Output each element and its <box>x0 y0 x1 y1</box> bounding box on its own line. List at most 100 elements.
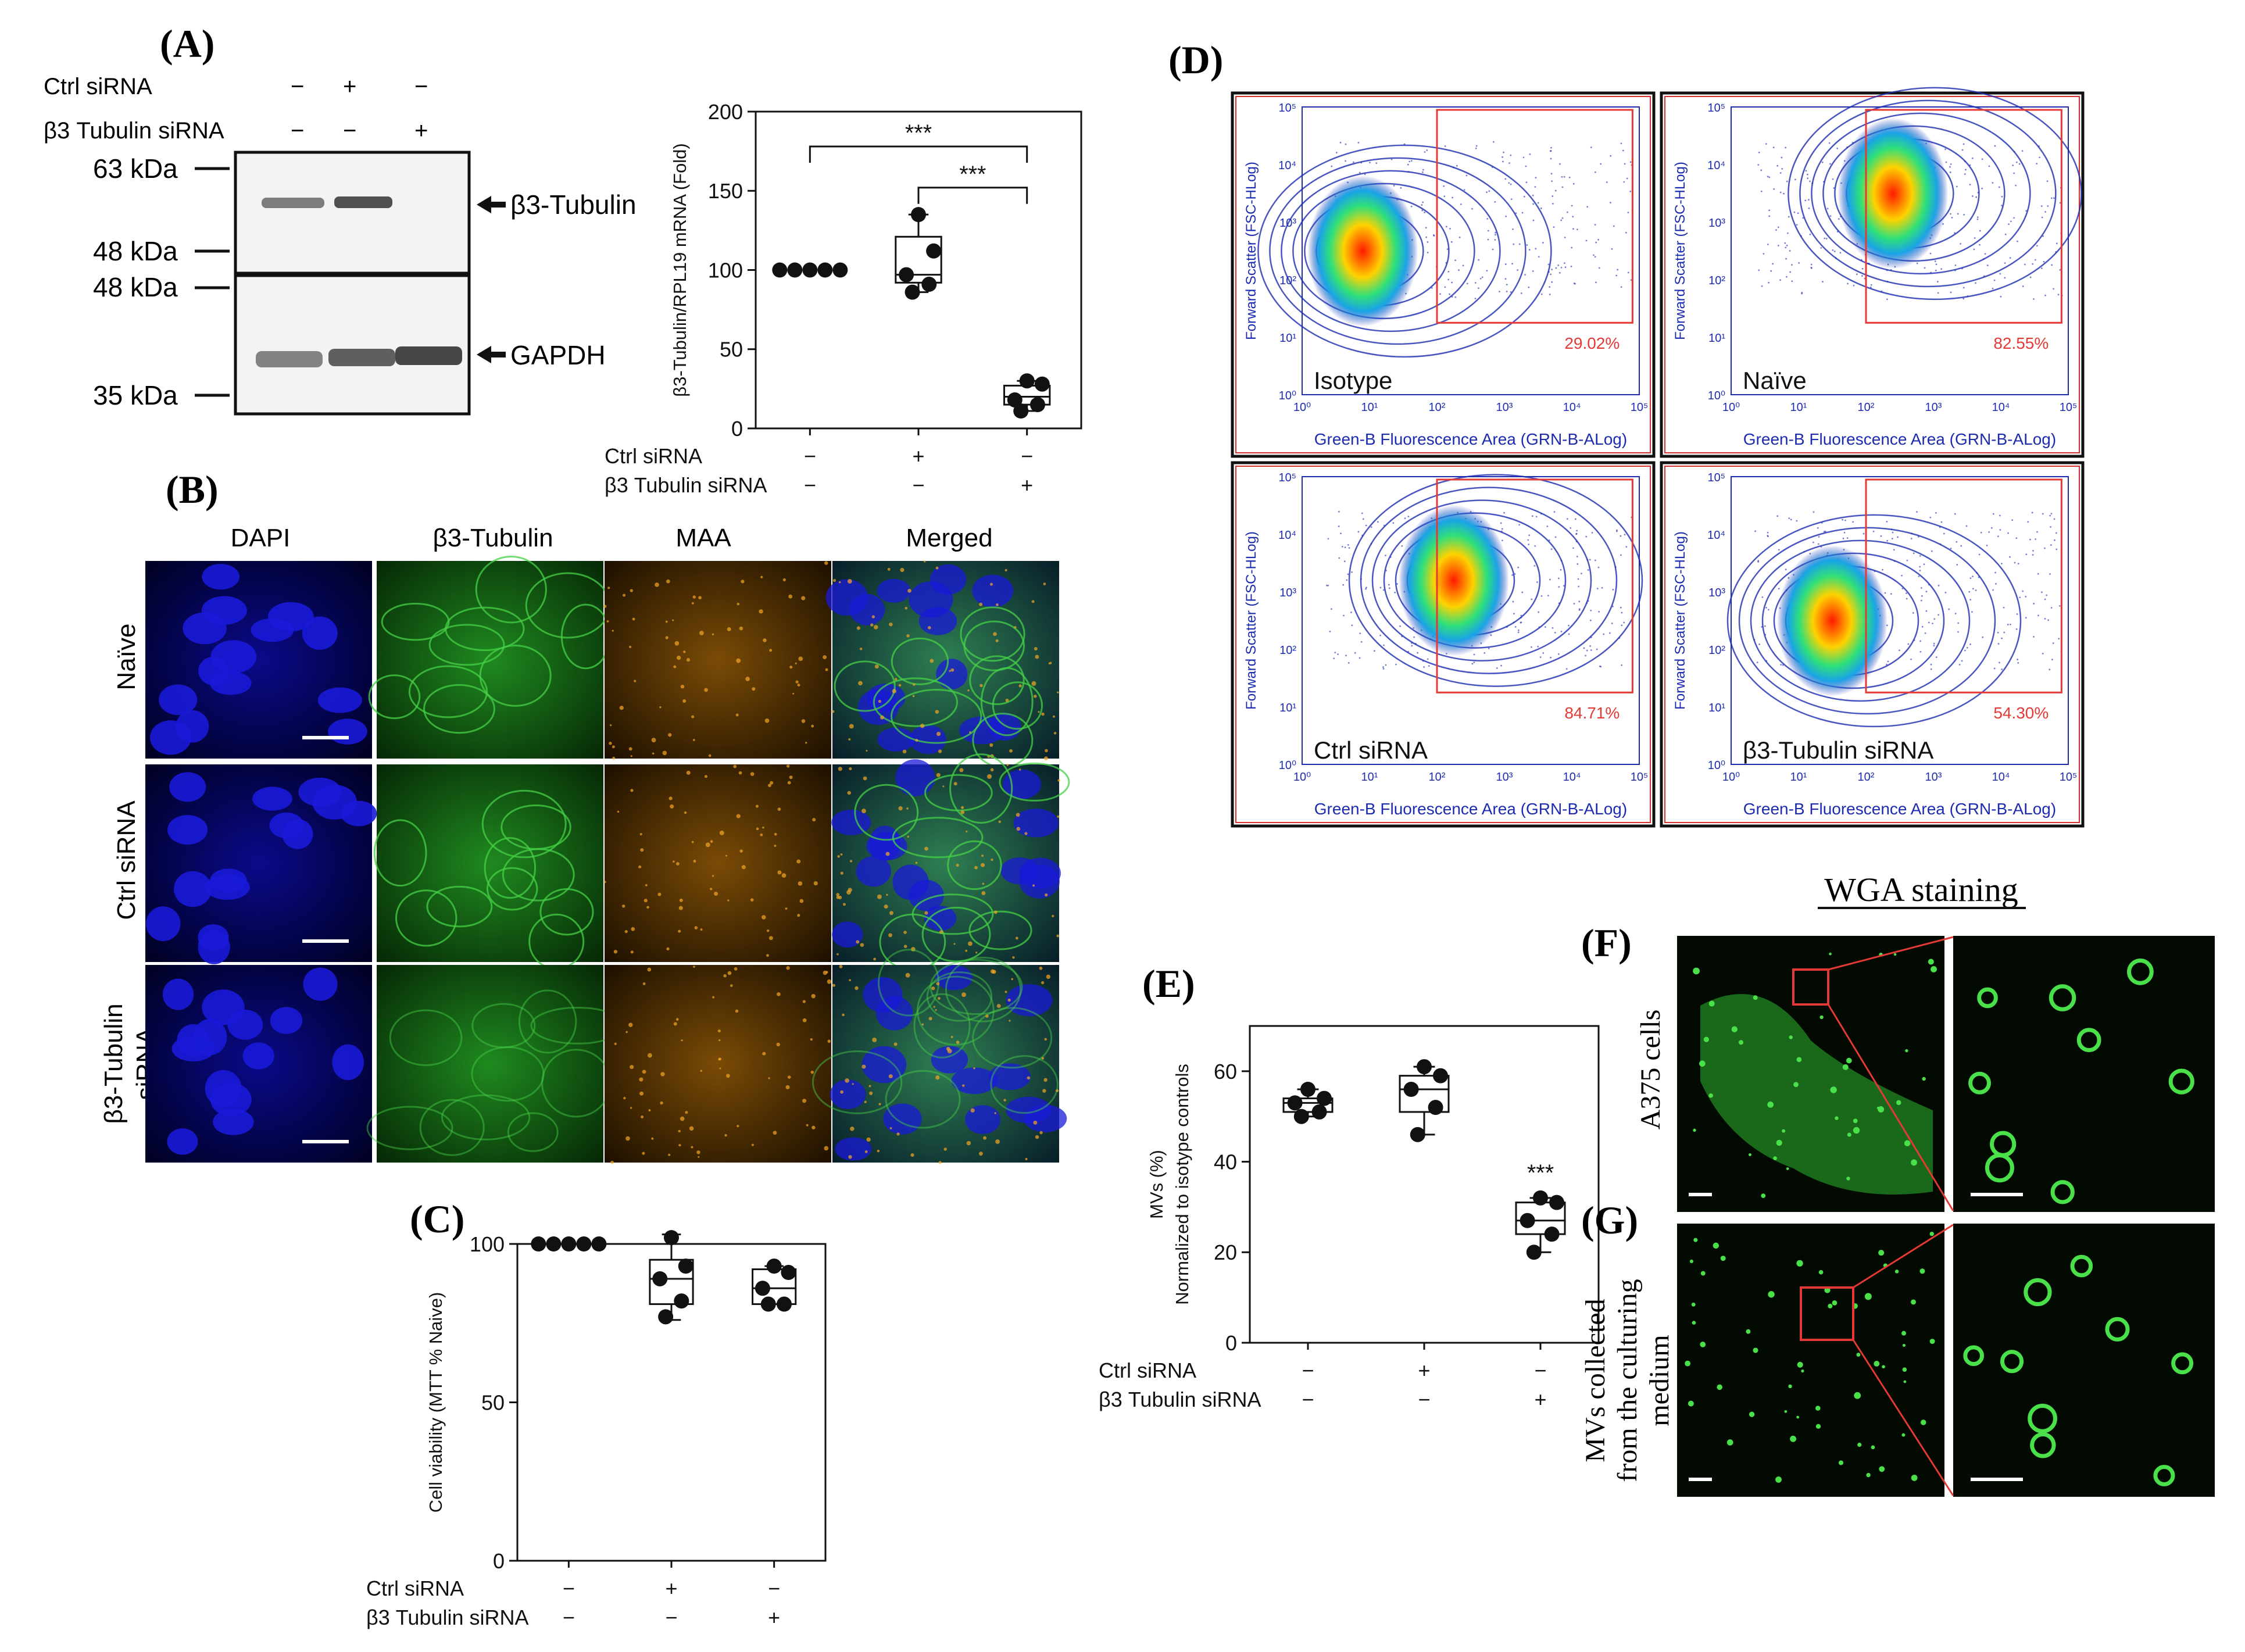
cell-outline <box>479 645 552 707</box>
maa-puncta <box>877 894 882 899</box>
nucleus <box>251 618 294 642</box>
event-dot <box>1768 281 1769 284</box>
maa-puncta <box>911 947 916 952</box>
maa-puncta <box>639 1091 644 1096</box>
nucleus <box>935 965 973 991</box>
col-maa: MAA <box>675 524 731 552</box>
event-dot <box>1382 666 1384 668</box>
event-dot <box>1576 228 1578 231</box>
flow-x-tick: 10⁵ <box>2060 771 2078 784</box>
maa-puncta <box>1009 749 1013 753</box>
maa-puncta <box>641 1115 644 1119</box>
event-dot <box>1790 519 1792 521</box>
arrow-gapdh-icon <box>477 346 506 363</box>
maa-puncta <box>623 1096 626 1100</box>
event-dot <box>1777 226 1779 228</box>
maa-puncta <box>752 687 756 691</box>
flow-y-tick: 10¹ <box>1708 702 1725 714</box>
cell-outline <box>926 971 993 1022</box>
maa-puncta <box>910 1153 914 1157</box>
vesicle <box>1693 1128 1696 1132</box>
vesicle <box>1856 1353 1861 1357</box>
maa-puncta <box>622 904 625 908</box>
event-dot <box>1382 668 1385 670</box>
event-dot <box>1540 293 1543 295</box>
flow-x-tick: 10⁰ <box>1293 401 1311 414</box>
event-dot <box>2015 537 2018 539</box>
cell-outline <box>990 1055 1059 1114</box>
maa-puncta <box>673 1022 677 1026</box>
event-dot <box>1551 281 1553 283</box>
maa-puncta <box>652 752 655 755</box>
panel-label-d: (D) <box>1168 38 1223 82</box>
maa-puncta <box>798 881 803 886</box>
y-tick-label: 50 <box>481 1390 505 1414</box>
maa-puncta <box>1057 691 1059 693</box>
maa-puncta <box>797 683 800 687</box>
maa-puncta <box>930 659 934 663</box>
maa-puncta <box>949 670 951 672</box>
event-dot <box>1887 660 1889 663</box>
event-dot <box>1901 588 1904 589</box>
data-point <box>832 262 848 278</box>
event-dot <box>1359 171 1361 174</box>
data-point <box>1019 373 1035 389</box>
data-point <box>1300 1082 1315 1097</box>
cell-outline <box>972 1007 1053 1069</box>
event-dot <box>1581 573 1582 575</box>
event-dot <box>1910 658 1912 660</box>
vesicle <box>1815 1424 1821 1429</box>
event-dot <box>1933 618 1936 620</box>
cell-outline <box>428 624 505 666</box>
maa-puncta <box>763 638 767 642</box>
event-dot <box>1785 246 1787 249</box>
maa-puncta <box>737 602 740 606</box>
event-dot <box>1535 248 1537 250</box>
event-dot <box>2044 618 2046 620</box>
maa-puncta <box>827 979 832 984</box>
event-dot <box>1824 237 1826 239</box>
event-dot <box>1960 242 1962 245</box>
event-dot <box>2055 548 2058 550</box>
maa-puncta <box>847 579 852 584</box>
event-dot <box>1385 664 1387 666</box>
event-dot <box>1564 266 1567 269</box>
flow-y-tick: 10⁵ <box>1707 471 1725 484</box>
event-dot <box>1757 560 1760 562</box>
b3-sign: − <box>563 1605 575 1629</box>
event-dot <box>1872 530 1875 532</box>
maa-puncta <box>726 1074 730 1078</box>
flow-y-tick: 10¹ <box>1708 332 1725 345</box>
event-dot <box>1621 612 1623 614</box>
wb-ctrl-sign-1: − <box>291 74 304 99</box>
event-dot <box>1454 259 1457 262</box>
maa-puncta <box>736 814 741 818</box>
event-dot <box>1776 515 1779 517</box>
event-dot <box>1443 185 1445 187</box>
maa-puncta <box>710 888 713 891</box>
band-b3-lane2 <box>334 196 392 208</box>
nucleus <box>167 815 208 845</box>
event-dot <box>1549 286 1551 288</box>
maa-puncta <box>933 1006 935 1008</box>
maa-puncta <box>884 904 888 909</box>
event-dot <box>1982 636 1984 638</box>
event-dot <box>1965 169 1967 171</box>
maa-puncta <box>924 911 928 915</box>
event-dot <box>2029 538 2031 541</box>
flow-x-tick: 10³ <box>1925 771 1942 784</box>
event-dot <box>1564 237 1566 239</box>
nucleus <box>924 906 957 931</box>
flow-y-tick: 10⁵ <box>1278 471 1296 484</box>
flow-x-tick: 10³ <box>1496 771 1513 784</box>
flow-y-tick: 10¹ <box>1279 332 1296 345</box>
event-dot <box>1547 263 1550 266</box>
maa-puncta <box>898 684 902 687</box>
maa-puncta <box>961 1084 965 1087</box>
event-dot <box>1621 624 1623 627</box>
event-dot <box>1933 642 1935 645</box>
vesicle <box>1879 1466 1885 1472</box>
event-dot <box>1578 600 1581 603</box>
cell-outline <box>419 1099 485 1156</box>
event-dot <box>1796 224 1798 226</box>
